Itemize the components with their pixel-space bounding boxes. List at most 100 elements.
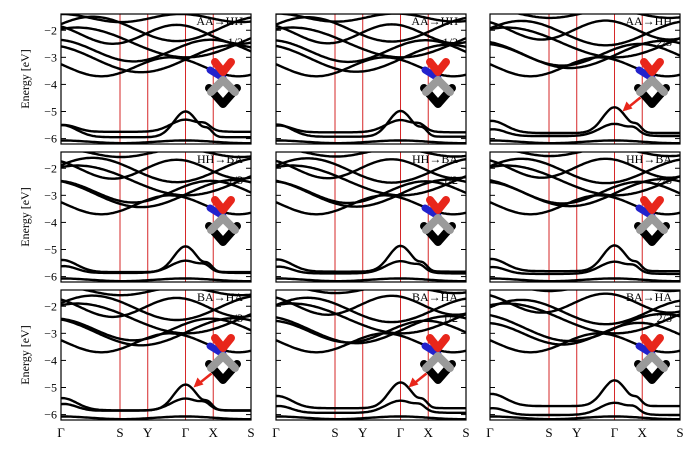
band-line bbox=[276, 314, 466, 345]
y-tick-label: −5 bbox=[44, 105, 57, 119]
k-point-label: S bbox=[676, 425, 683, 440]
band-line bbox=[490, 379, 680, 408]
band-line bbox=[61, 139, 251, 144]
band-line bbox=[490, 19, 680, 41]
y-tick-label: −6 bbox=[44, 132, 57, 146]
band-line bbox=[61, 178, 251, 209]
panel-8: BA→HA 1/2 Γ S Y Γ X S bbox=[272, 289, 470, 440]
band-line bbox=[490, 139, 680, 144]
band-line bbox=[61, 245, 251, 274]
band-line bbox=[276, 381, 466, 410]
panel-frame bbox=[275, 13, 467, 145]
band-line bbox=[490, 312, 680, 343]
band-line bbox=[276, 294, 466, 317]
band-line bbox=[490, 292, 680, 314]
k-point-label: S bbox=[331, 425, 338, 440]
band-line bbox=[490, 260, 680, 276]
band-line bbox=[61, 317, 251, 347]
panel-frame bbox=[489, 13, 681, 145]
molecule-inset-icon bbox=[205, 58, 241, 108]
bands bbox=[61, 152, 251, 282]
y-tick-label: −5 bbox=[44, 243, 57, 257]
y-tick-label: −4 bbox=[44, 215, 57, 229]
band-line bbox=[61, 383, 251, 412]
band-line bbox=[61, 38, 251, 63]
y-axis-label: Energy [eV] bbox=[18, 187, 32, 246]
band-line bbox=[276, 244, 466, 273]
band-line bbox=[490, 415, 680, 420]
molecule-inset-icon bbox=[205, 196, 241, 246]
band-line bbox=[276, 26, 466, 59]
band-line bbox=[490, 298, 680, 326]
bands bbox=[276, 290, 466, 420]
band-line bbox=[276, 164, 466, 197]
molecule-inset-icon bbox=[420, 334, 456, 384]
molecule-inset-icon bbox=[634, 58, 670, 108]
arrow-head-icon bbox=[193, 377, 204, 388]
panel-title: BA→HA bbox=[197, 290, 243, 304]
bands bbox=[276, 14, 466, 144]
panel-6: HH→BA 2/3 bbox=[489, 151, 681, 283]
arrow-head-icon bbox=[622, 101, 633, 112]
band-line bbox=[79, 290, 251, 297]
molecule-inset-icon bbox=[420, 58, 456, 108]
k-point-label: Y bbox=[358, 425, 368, 440]
y-tick-label: −6 bbox=[44, 270, 57, 284]
panel-title: BA→HA bbox=[626, 290, 672, 304]
k-point-label: S bbox=[116, 425, 123, 440]
k-point-label: S bbox=[247, 425, 254, 440]
y-tick-label: −2 bbox=[44, 161, 57, 175]
band-line bbox=[276, 178, 466, 208]
band-line bbox=[79, 152, 251, 159]
panel-frame bbox=[275, 151, 467, 283]
k-point-label: Γ bbox=[397, 425, 405, 440]
band-line bbox=[276, 43, 466, 73]
k-point-label: X bbox=[638, 425, 648, 440]
band-line bbox=[490, 106, 680, 135]
band-line bbox=[276, 277, 466, 282]
k-point-label: Y bbox=[143, 425, 153, 440]
band-line bbox=[276, 109, 466, 138]
k-point-label: S bbox=[462, 425, 469, 440]
bands bbox=[61, 290, 251, 420]
panel-9: BA→HA 2/3 Γ S Y Γ X S bbox=[486, 289, 684, 440]
panel-title: BA→HA bbox=[412, 290, 458, 304]
band-line bbox=[276, 118, 466, 134]
band-line bbox=[490, 19, 680, 47]
molecule-inset-icon bbox=[205, 334, 241, 384]
band-line bbox=[61, 118, 251, 133]
band-line bbox=[297, 152, 466, 158]
band-line bbox=[61, 26, 251, 59]
band-line bbox=[276, 158, 466, 180]
band-line bbox=[276, 23, 466, 45]
panel-frame bbox=[489, 289, 681, 421]
y-tick-label: −3 bbox=[44, 188, 57, 202]
panel-1: −2 −3 −4 −5 −6 AA→HH 1/3 Energy [eV] bbox=[18, 13, 252, 146]
panel-title: HH→BA bbox=[626, 152, 672, 166]
y-tick-label: −4 bbox=[44, 353, 57, 367]
band-line bbox=[61, 14, 251, 24]
panel-fraction: 2/3 bbox=[657, 35, 672, 49]
panel-frame bbox=[275, 289, 467, 421]
panel-frame bbox=[60, 13, 252, 145]
band-line bbox=[61, 158, 251, 180]
k-point-label: X bbox=[424, 425, 434, 440]
band-line bbox=[61, 415, 251, 420]
band-line bbox=[61, 156, 251, 184]
band-line bbox=[276, 16, 466, 43]
panel-fraction: 2/3 bbox=[657, 173, 672, 187]
band-line bbox=[276, 139, 466, 144]
y-tick-label: −6 bbox=[44, 408, 57, 422]
band-line bbox=[490, 39, 680, 70]
band-line bbox=[61, 15, 251, 43]
band-line bbox=[61, 110, 251, 139]
band-line bbox=[61, 23, 251, 45]
panel-7: −2 −3 −4 −5 −6 BA→HA 1/3 Γ S Y Γ X S Energy [eV] bbox=[18, 289, 255, 440]
molecule-inset-icon bbox=[634, 334, 670, 384]
molecule-inset-icon bbox=[420, 196, 456, 246]
arrow-head-icon bbox=[408, 377, 419, 388]
band-line bbox=[61, 277, 251, 282]
band-line bbox=[61, 296, 251, 319]
band-line bbox=[490, 164, 680, 197]
panel-fraction: 1/3 bbox=[228, 311, 243, 325]
